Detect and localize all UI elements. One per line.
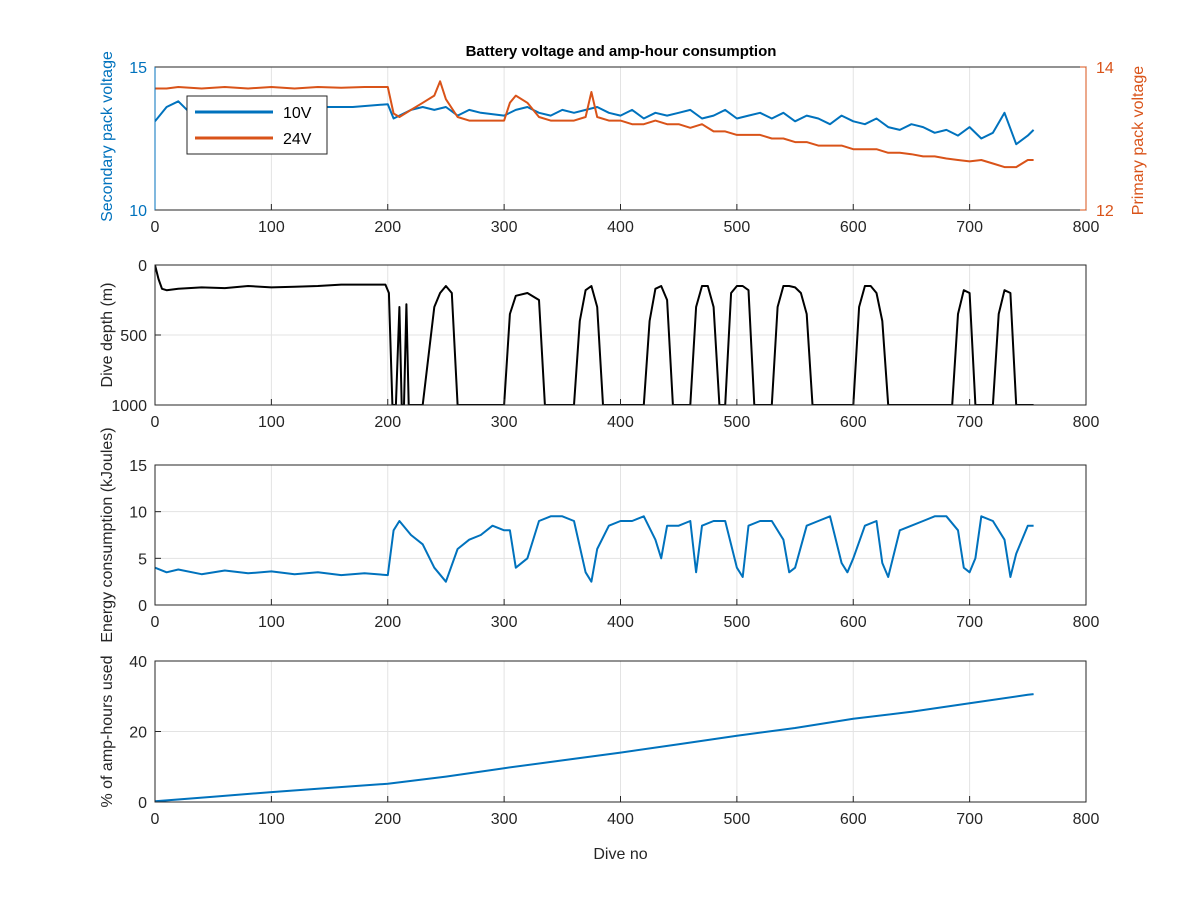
- x-tick-label: 400: [607, 614, 634, 631]
- legend-label: 24V: [283, 131, 312, 148]
- x-tick-label: 800: [1073, 811, 1100, 828]
- x-tick-label: 800: [1073, 219, 1100, 236]
- x-tick-label: 0: [151, 414, 160, 431]
- y-tick-label: 0: [138, 258, 147, 275]
- y-tick-label: 5: [138, 551, 147, 568]
- x-tick-label: 500: [724, 811, 751, 828]
- y-tick-label: 15: [129, 60, 147, 77]
- y-tick-label: 10: [129, 505, 147, 522]
- y-axis-label-left: Secondary pack voltage: [99, 51, 116, 222]
- legend: 10V 24V: [186, 95, 328, 155]
- x-tick-label: 100: [258, 414, 285, 431]
- x-tick-label: 100: [258, 811, 285, 828]
- series-line-24v: [155, 80, 1034, 169]
- x-tick-label: 100: [258, 614, 285, 631]
- subplots: 0 100 200 300 400 500 600 700 80010151214Seconda…: [99, 51, 1147, 863]
- subplot-1: 0 100 200 300 400 500 600 700 800 10 15 12 14 Seconda…: [99, 51, 1147, 236]
- series-line-s0: [155, 693, 1034, 802]
- subplot-4: 0 100 200 300 400 500 600 700 800 0 20 40 % of amp-h…: [99, 654, 1099, 863]
- x-tick-label: 300: [491, 414, 518, 431]
- y-axis-label-right: Primary pack voltage: [1130, 66, 1147, 215]
- data-layer: [155, 515, 1034, 583]
- x-tick-label: 400: [607, 219, 634, 236]
- x-tick-label: 600: [840, 219, 867, 236]
- x-tick-label: 0: [151, 614, 160, 631]
- x-axis-label: Dive no: [593, 846, 647, 863]
- y-axis-label: Dive depth (m): [99, 283, 116, 388]
- x-tick-label: 100: [258, 219, 285, 236]
- data-layer: [155, 265, 1034, 405]
- subplot-2: 0 100 200 300 400 500 600 700 800 0 500 1000 Dive de…: [99, 258, 1099, 431]
- series-line-s0: [155, 515, 1034, 583]
- y-tick-label: 15: [129, 458, 147, 475]
- x-tick-label: 800: [1073, 414, 1100, 431]
- y-right-tick-label: 14: [1096, 60, 1114, 77]
- subplot-3: 0 100 200 300 400 500 600 700 800 0 5 10 15 Energy co…: [99, 427, 1099, 642]
- x-tick-label: 0: [151, 219, 160, 236]
- x-tick-label: 600: [840, 614, 867, 631]
- y-tick-label: 500: [120, 328, 147, 345]
- y-axis-label: Energy consumption (kJoules): [99, 427, 116, 642]
- x-tick-label: 300: [491, 614, 518, 631]
- x-tick-label: 200: [374, 414, 401, 431]
- x-tick-label: 400: [607, 414, 634, 431]
- x-tick-label: 200: [374, 614, 401, 631]
- figure-title: Battery voltage and amp-hour consumption: [466, 43, 777, 60]
- data-layer: [155, 80, 1035, 169]
- x-tick-label: 700: [956, 614, 983, 631]
- x-tick-label: 200: [374, 811, 401, 828]
- x-tick-label: 700: [956, 414, 983, 431]
- x-tick-label: 300: [491, 219, 518, 236]
- legend-label: 10V: [283, 105, 312, 122]
- y-tick-label: 20: [129, 725, 147, 742]
- y-tick-label: 0: [138, 598, 147, 615]
- y-tick-label: 0: [138, 795, 147, 812]
- x-tick-label: 500: [724, 414, 751, 431]
- x-tick-label: 200: [374, 219, 401, 236]
- series-line-s0: [155, 265, 1034, 405]
- x-tick-label: 500: [724, 614, 751, 631]
- x-tick-label: 600: [840, 414, 867, 431]
- legend-box: [186, 95, 328, 155]
- y-tick-label: 10: [129, 203, 147, 220]
- x-tick-label: 300: [491, 811, 518, 828]
- x-tick-label: 500: [724, 219, 751, 236]
- y-tick-label: 1000: [111, 398, 147, 415]
- y-right-tick-label: 12: [1096, 203, 1114, 220]
- x-tick-label: 700: [956, 811, 983, 828]
- x-tick-label: 800: [1073, 614, 1100, 631]
- x-tick-label: 600: [840, 811, 867, 828]
- x-tick-label: 700: [956, 219, 983, 236]
- x-tick-label: 0: [151, 811, 160, 828]
- x-tick-label: 400: [607, 811, 634, 828]
- y-tick-label: 40: [129, 654, 147, 671]
- y-axis-label: % of amp-hours used: [99, 655, 116, 807]
- data-layer: [155, 693, 1034, 802]
